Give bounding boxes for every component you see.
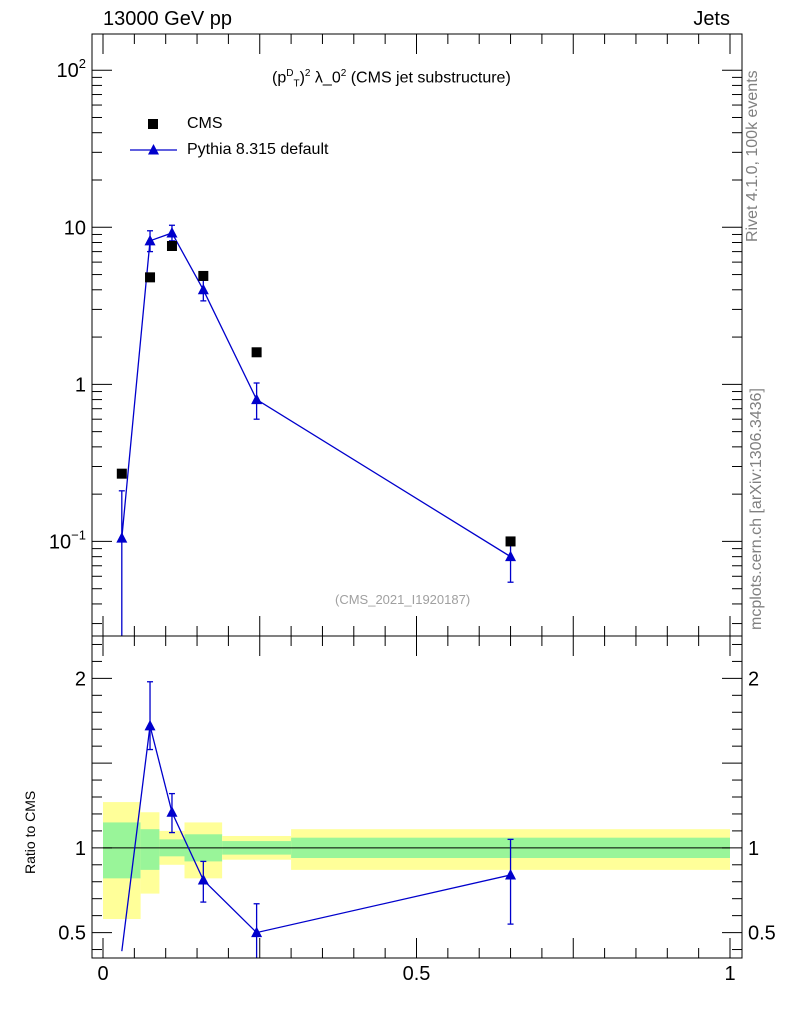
- legend-cms-label: CMS: [187, 115, 223, 132]
- cms-point: [505, 536, 516, 547]
- main-y-tick-label: 10: [64, 217, 86, 239]
- pythia-point: [251, 393, 263, 405]
- ratio-plot-frame: [91, 635, 743, 959]
- title-sub-t: T: [293, 78, 300, 90]
- title-sup-2: 2: [304, 68, 311, 79]
- legend-pythia-label: Pythia 8.315 default: [187, 141, 329, 158]
- ratio-x-tick-label: 0: [97, 963, 108, 985]
- ratio-point: [505, 868, 517, 880]
- title-close: ): [299, 69, 305, 87]
- ratio-point: [251, 926, 263, 938]
- cms-point: [145, 272, 156, 283]
- ratio-y-tick-label-right: 2: [748, 668, 759, 690]
- pythia-point: [505, 550, 517, 562]
- ratio-point: [144, 719, 156, 731]
- pythia-point: [197, 283, 209, 295]
- header-left: 13000 GeV pp: [103, 8, 232, 30]
- title-open: (p: [272, 69, 287, 87]
- ratio-x-tick-label: 0.5: [403, 963, 431, 985]
- title-rest: (CMS jet substructure): [346, 69, 511, 87]
- legend-pythia-marker: [148, 144, 159, 155]
- ratio-point: [197, 874, 209, 885]
- ratio-series-group: [121, 681, 517, 958]
- ratio-x-tick-label: 1: [724, 963, 735, 985]
- ratio-y-tick-label: 2: [75, 668, 86, 690]
- cms-point: [116, 468, 127, 479]
- pythia-point: [116, 532, 128, 543]
- main-y-tick-label: 102: [57, 56, 86, 82]
- pythia-point: [166, 226, 178, 238]
- ratio-point: [166, 806, 178, 817]
- main-plot-frame: [91, 33, 743, 637]
- cms-point: [198, 270, 209, 281]
- ratio-y-tick-label-right: 1: [748, 838, 759, 860]
- header-right: Jets: [693, 8, 730, 30]
- analysis-watermark: (CMS_2021_I1920187): [335, 592, 471, 607]
- ratio-series-line: [121, 725, 511, 952]
- ratio-y-tick-label-right: 0.5: [748, 923, 776, 945]
- pythia-series-line: [121, 232, 511, 558]
- ratio-y-tick-label: 1: [75, 838, 86, 860]
- cms-point: [166, 240, 177, 251]
- title-sup-2b: 2: [340, 68, 347, 79]
- pythia-point: [144, 234, 156, 246]
- plot-title: (pDT)2 λ_02 (CMS jet substructure): [272, 68, 511, 90]
- ratio-band-inner: [140, 829, 160, 870]
- cms-point: [251, 347, 262, 358]
- title-sup-d: D: [286, 68, 294, 79]
- main-y-tick-label: 10−1: [49, 527, 86, 553]
- ratio-y-tick-label: 0.5: [58, 923, 86, 945]
- title-lambda: λ_0: [310, 69, 341, 87]
- main-y-tick-label: 1: [75, 374, 86, 396]
- legend-cms-marker: [148, 119, 158, 129]
